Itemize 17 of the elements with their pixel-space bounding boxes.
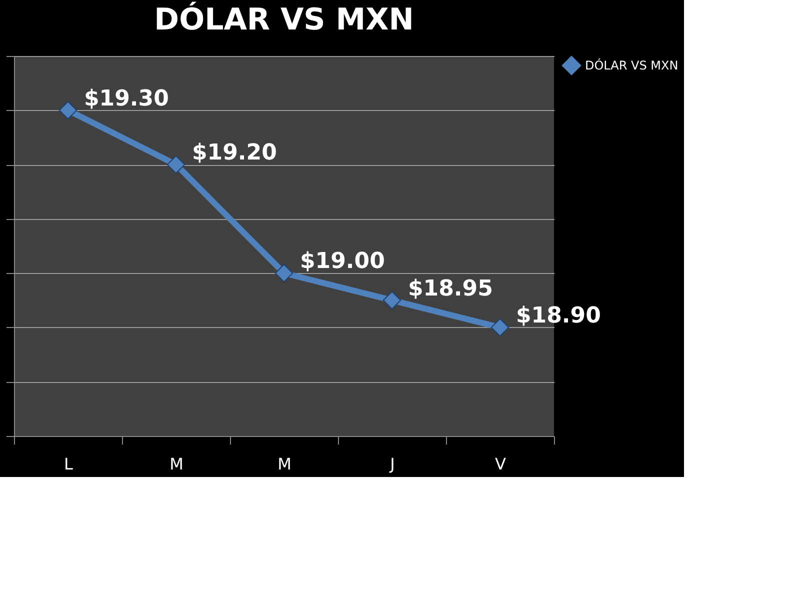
- point: [58, 101, 78, 120]
- point: [166, 155, 186, 174]
- x-tick-label: L: [64, 454, 74, 474]
- point: [382, 291, 402, 310]
- point: [274, 264, 294, 282]
- data-label: $18.90: [516, 303, 601, 328]
- data-label: $19.30: [84, 86, 169, 112]
- x-tick-label: M: [170, 454, 184, 474]
- point: [490, 318, 510, 337]
- legend-label: DÓLAR VS MXN: [585, 58, 678, 72]
- data-label: $18.95: [408, 276, 493, 302]
- x-tick-label: V: [495, 454, 506, 474]
- x-tick-label: M: [278, 454, 292, 474]
- data-label: $19.20: [192, 140, 277, 166]
- x-tick-label: J: [389, 454, 395, 474]
- data-label: $19.00: [300, 249, 385, 274]
- chart-title: DÓLAR VS MXN: [154, 2, 414, 38]
